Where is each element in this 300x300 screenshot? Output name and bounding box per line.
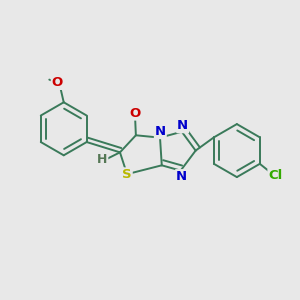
Text: N: N bbox=[155, 125, 166, 138]
Text: Cl: Cl bbox=[268, 169, 283, 182]
Text: O: O bbox=[52, 76, 63, 89]
Text: O: O bbox=[129, 107, 141, 120]
Text: S: S bbox=[122, 168, 132, 181]
Text: N: N bbox=[177, 119, 188, 132]
Text: N: N bbox=[176, 170, 187, 183]
Text: H: H bbox=[97, 153, 107, 166]
